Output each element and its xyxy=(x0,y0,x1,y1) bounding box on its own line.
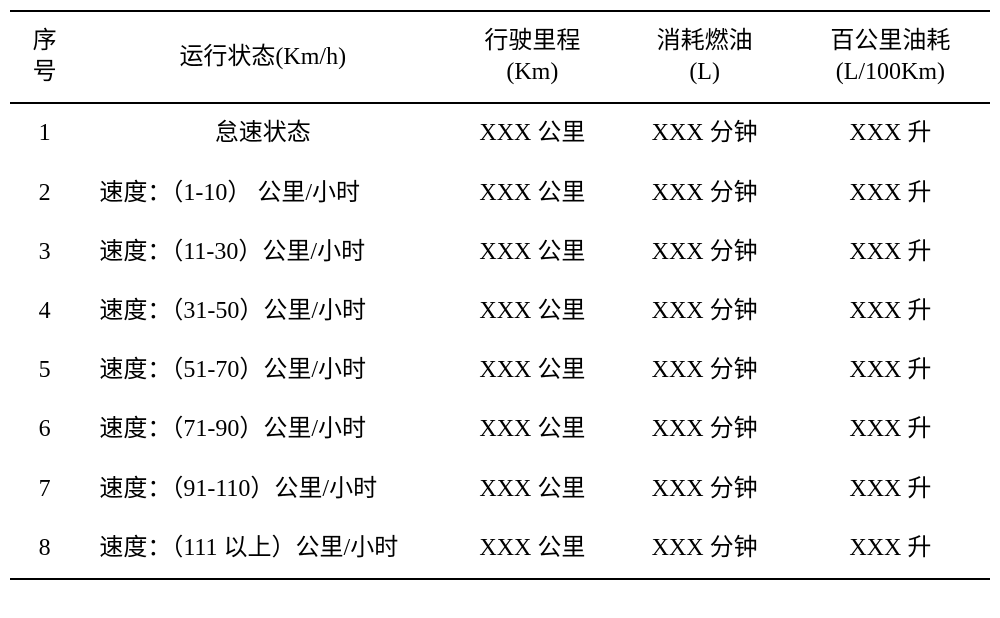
cell-rate: XXX 升 xyxy=(791,282,990,341)
cell-state: 速度：（71-90）公里/小时 xyxy=(79,400,446,459)
cell-state: 速度：（1-10） 公里/小时 xyxy=(79,164,446,223)
cell-fuel: XXX 分钟 xyxy=(619,400,791,459)
table-row: 2 速度：（1-10） 公里/小时 XXX 公里 XXX 分钟 XXX 升 xyxy=(10,164,990,223)
col-header-fuel: 消耗燃油(L) xyxy=(619,11,791,103)
table-row: 4 速度：（31-50）公里/小时 XXX 公里 XXX 分钟 XXX 升 xyxy=(10,282,990,341)
cell-state: 速度：（51-70）公里/小时 xyxy=(79,341,446,400)
cell-fuel: XXX 分钟 xyxy=(619,460,791,519)
cell-rate: XXX 升 xyxy=(791,103,990,163)
cell-fuel: XXX 分钟 xyxy=(619,341,791,400)
cell-seq: 8 xyxy=(10,519,79,579)
cell-dist: XXX 公里 xyxy=(446,400,618,459)
fuel-stats-table: 序号 运行状态(Km/h) 行驶里程(Km) 消耗燃油(L) 百公里油耗(L/1… xyxy=(10,10,990,580)
cell-state: 速度：（31-50）公里/小时 xyxy=(79,282,446,341)
cell-rate: XXX 升 xyxy=(791,460,990,519)
cell-rate: XXX 升 xyxy=(791,519,990,579)
cell-dist: XXX 公里 xyxy=(446,164,618,223)
cell-dist: XXX 公里 xyxy=(446,519,618,579)
cell-rate: XXX 升 xyxy=(791,223,990,282)
table-row: 1 怠速状态 XXX 公里 XXX 分钟 XXX 升 xyxy=(10,103,990,163)
cell-state: 速度：（91-110）公里/小时 xyxy=(79,460,446,519)
cell-dist: XXX 公里 xyxy=(446,282,618,341)
cell-seq: 2 xyxy=(10,164,79,223)
cell-fuel: XXX 分钟 xyxy=(619,223,791,282)
cell-seq: 3 xyxy=(10,223,79,282)
cell-seq: 1 xyxy=(10,103,79,163)
col-header-rate: 百公里油耗(L/100Km) xyxy=(791,11,990,103)
cell-fuel: XXX 分钟 xyxy=(619,282,791,341)
cell-seq: 4 xyxy=(10,282,79,341)
cell-state: 速度：（111 以上）公里/小时 xyxy=(79,519,446,579)
cell-fuel: XXX 分钟 xyxy=(619,103,791,163)
cell-seq: 7 xyxy=(10,460,79,519)
table-row: 7 速度：（91-110）公里/小时 XXX 公里 XXX 分钟 XXX 升 xyxy=(10,460,990,519)
table-row: 3 速度：（11-30）公里/小时 XXX 公里 XXX 分钟 XXX 升 xyxy=(10,223,990,282)
table-row: 5 速度：（51-70）公里/小时 XXX 公里 XXX 分钟 XXX 升 xyxy=(10,341,990,400)
cell-state: 怠速状态 xyxy=(79,103,446,163)
cell-dist: XXX 公里 xyxy=(446,460,618,519)
table-header-row: 序号 运行状态(Km/h) 行驶里程(Km) 消耗燃油(L) 百公里油耗(L/1… xyxy=(10,11,990,103)
table-row: 6 速度：（71-90）公里/小时 XXX 公里 XXX 分钟 XXX 升 xyxy=(10,400,990,459)
table-row: 8 速度：（111 以上）公里/小时 XXX 公里 XXX 分钟 XXX 升 xyxy=(10,519,990,579)
cell-rate: XXX 升 xyxy=(791,164,990,223)
cell-fuel: XXX 分钟 xyxy=(619,164,791,223)
col-header-state: 运行状态(Km/h) xyxy=(79,11,446,103)
cell-state: 速度：（11-30）公里/小时 xyxy=(79,223,446,282)
cell-rate: XXX 升 xyxy=(791,341,990,400)
cell-dist: XXX 公里 xyxy=(446,223,618,282)
cell-dist: XXX 公里 xyxy=(446,103,618,163)
cell-seq: 6 xyxy=(10,400,79,459)
col-header-seq: 序号 xyxy=(10,11,79,103)
cell-seq: 5 xyxy=(10,341,79,400)
cell-rate: XXX 升 xyxy=(791,400,990,459)
cell-fuel: XXX 分钟 xyxy=(619,519,791,579)
cell-dist: XXX 公里 xyxy=(446,341,618,400)
col-header-dist: 行驶里程(Km) xyxy=(446,11,618,103)
